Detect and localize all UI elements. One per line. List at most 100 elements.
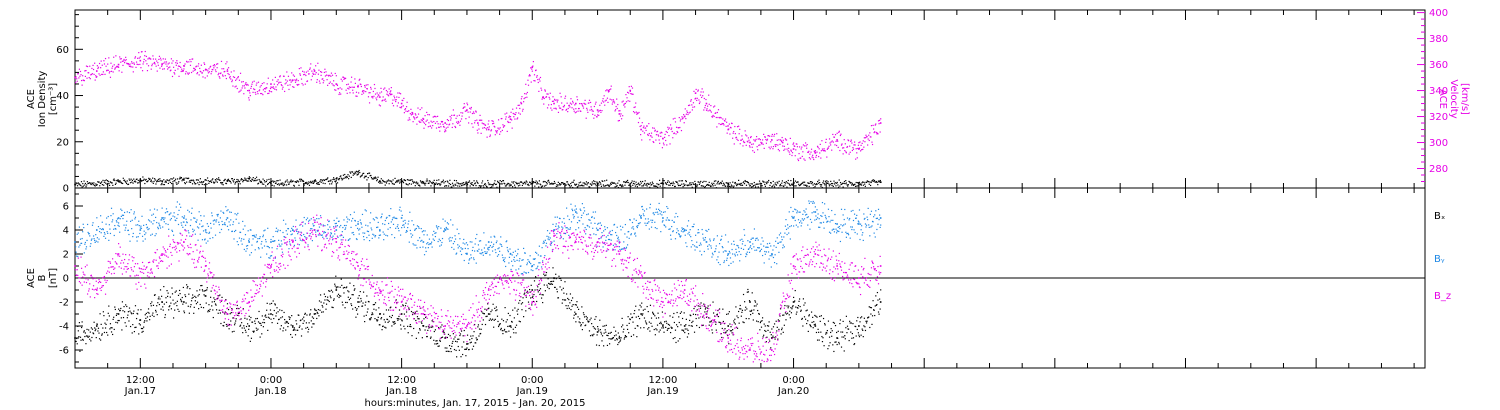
density-sample — [481, 180, 484, 182]
density-sample — [726, 185, 729, 187]
bx-sample — [189, 306, 192, 308]
density-sample — [815, 183, 817, 185]
velocity-sample — [141, 70, 144, 72]
bx-sample — [356, 308, 358, 310]
bx-sample — [504, 307, 506, 309]
density-sample — [193, 182, 196, 184]
density-sample — [812, 184, 814, 186]
density-sample — [604, 185, 606, 187]
velocity-sample — [444, 131, 446, 133]
velocity-sample — [89, 65, 91, 67]
velocity-point — [607, 89, 610, 92]
velocity-sample — [305, 74, 307, 77]
velocity-sample — [324, 68, 326, 70]
density-sample — [182, 178, 184, 180]
velocity-sample — [820, 150, 822, 152]
bx-sample — [401, 319, 403, 321]
bx-sample — [645, 322, 647, 324]
velocity-sample — [259, 86, 261, 88]
density-sample — [457, 185, 459, 187]
bx-sample — [594, 318, 596, 320]
bx-sample — [165, 297, 167, 299]
bx-sample — [495, 306, 497, 308]
bx-sample — [294, 334, 297, 336]
density-sample — [504, 185, 507, 187]
velocity-sample — [408, 110, 410, 112]
velocity-sample — [490, 130, 492, 132]
bx-sample — [347, 290, 349, 292]
by-point — [575, 211, 577, 213]
bx-sample — [876, 303, 878, 306]
bx-sample — [819, 315, 821, 318]
by-sample — [288, 248, 290, 250]
bx-sample — [371, 314, 373, 316]
by-sample — [177, 223, 180, 226]
density-sample — [447, 185, 450, 187]
density-sample — [607, 184, 609, 186]
velocity-sample — [497, 119, 500, 121]
velocity-sample — [518, 112, 520, 114]
density-sample — [717, 181, 719, 183]
density-sample — [754, 184, 756, 186]
velocity-sample — [827, 147, 830, 149]
by-sample — [194, 233, 196, 235]
bx-sample — [379, 313, 382, 315]
density-sample — [380, 178, 382, 180]
density-sample — [164, 181, 166, 183]
density-sample — [815, 184, 817, 186]
velocity-sample — [701, 96, 703, 99]
bx-sample — [88, 329, 90, 331]
bx-sample — [852, 337, 855, 339]
bx-sample — [153, 315, 155, 318]
density-sample — [338, 179, 340, 181]
bx-sample — [686, 328, 688, 330]
bx-sample — [837, 337, 839, 339]
velocity-sample — [695, 97, 697, 99]
density-sample — [167, 179, 169, 181]
density-sample — [544, 185, 546, 187]
density-sample — [208, 180, 211, 183]
bx-sample — [509, 336, 512, 338]
bx-sample — [521, 302, 524, 304]
velocity-sample — [225, 77, 227, 80]
bx-sample — [758, 312, 760, 315]
velocity-sample — [195, 65, 198, 67]
by-sample — [270, 238, 272, 241]
density-sample — [517, 182, 519, 184]
density-sample — [804, 181, 806, 183]
density-sample — [760, 182, 763, 185]
velocity-sample — [426, 119, 428, 121]
density-sample — [557, 181, 559, 183]
density-sample — [786, 186, 788, 188]
bx-sample — [557, 297, 560, 299]
density-sample — [422, 182, 424, 184]
density-sample — [270, 180, 273, 183]
bx-sample — [145, 312, 147, 315]
bx-sample — [113, 328, 115, 331]
velocity-sample — [136, 63, 138, 65]
bx-sample — [809, 324, 812, 327]
density-sample — [630, 185, 632, 187]
velocity-sample — [631, 93, 633, 95]
density-sample — [204, 179, 207, 181]
density-point — [335, 177, 338, 180]
density-sample — [805, 185, 808, 187]
bx-sample — [805, 310, 807, 312]
density-sample — [246, 180, 248, 182]
by-sample — [85, 246, 88, 248]
by-sample — [190, 219, 192, 221]
bx-sample — [787, 312, 789, 314]
density-sample — [456, 182, 458, 184]
velocity-sample — [301, 70, 304, 72]
bx-sample — [846, 332, 848, 334]
velocity-sample — [198, 74, 200, 76]
by-sample — [162, 217, 164, 219]
by-sample — [268, 247, 270, 249]
velocity-sample — [470, 108, 472, 110]
velocity-sample — [643, 132, 646, 134]
velocity-sample — [663, 144, 665, 146]
density-sample — [269, 181, 271, 183]
velocity-point — [487, 128, 490, 131]
bx-sample — [655, 328, 657, 330]
velocity-sample — [825, 141, 827, 144]
